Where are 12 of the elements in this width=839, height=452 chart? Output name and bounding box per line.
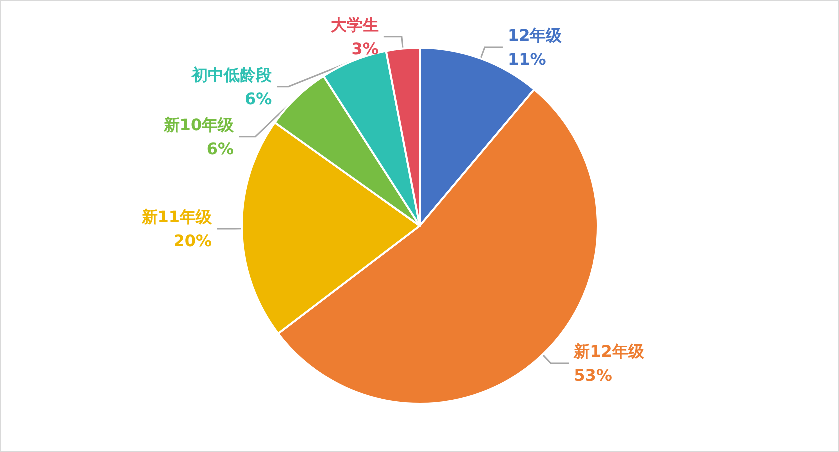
data-label: 6% <box>206 139 234 158</box>
data-label: 3% <box>352 39 379 58</box>
slice-label: 12年级 <box>508 26 564 45</box>
slice-label: 新11年级 <box>140 208 214 227</box>
data-label: 20% <box>174 232 212 251</box>
slice-label: 新10年级 <box>162 115 236 134</box>
slice-label: 初中低龄段 <box>191 65 274 84</box>
slice-label: 大学生 <box>330 15 379 34</box>
data-label: 6% <box>245 89 272 108</box>
data-label: 11% <box>508 50 546 69</box>
slice-label: 新12年级 <box>573 342 646 362</box>
data-label: 53% <box>574 366 612 386</box>
